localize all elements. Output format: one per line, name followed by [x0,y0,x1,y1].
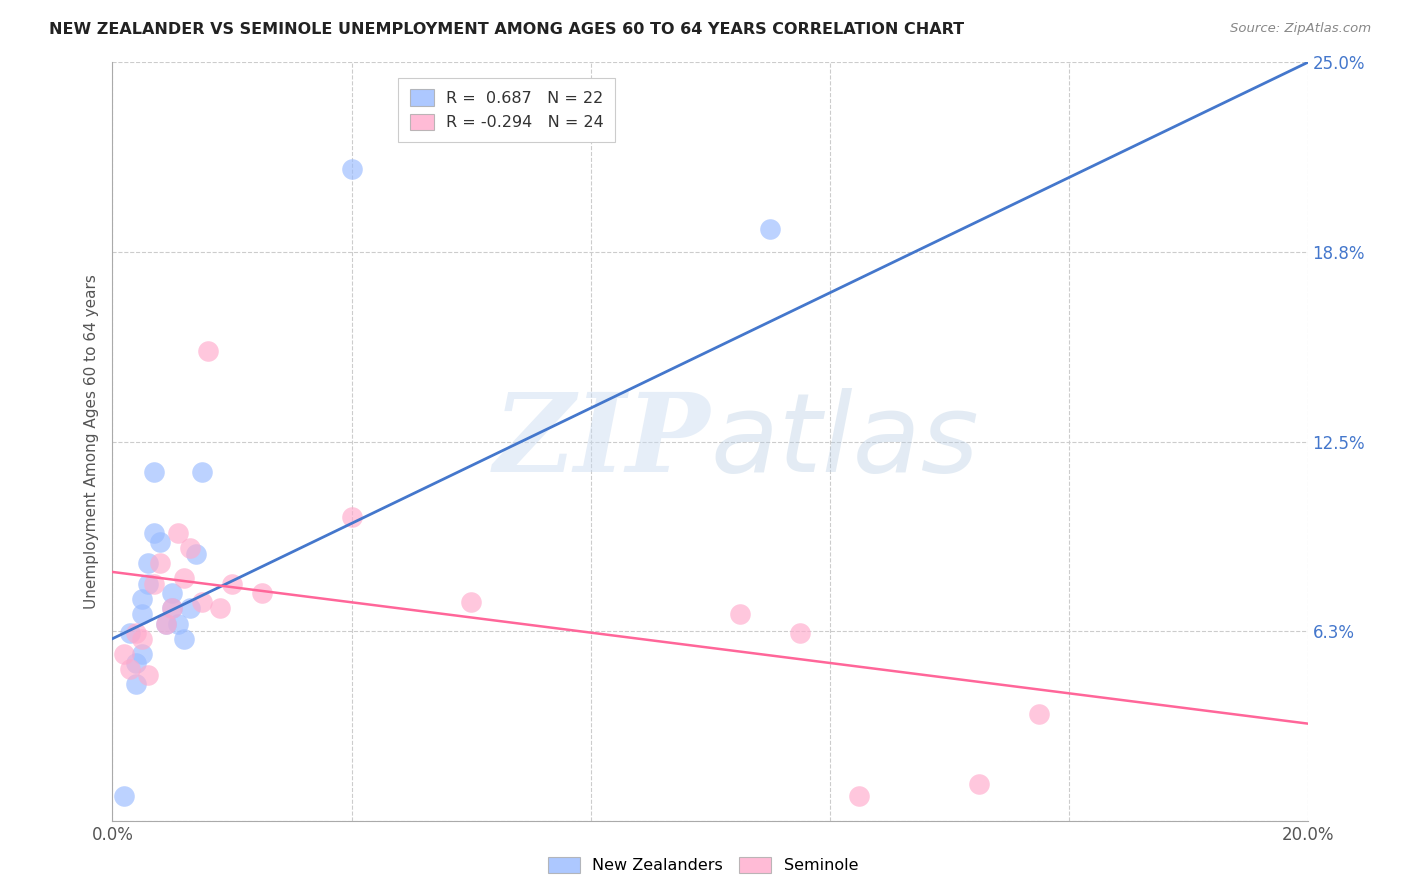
Point [155,616,177,631]
Text: NEW ZEALANDER VS SEMINOLE UNEMPLOYMENT AMONG AGES 60 TO 64 YEARS CORRELATION CHA: NEW ZEALANDER VS SEMINOLE UNEMPLOYMENT A… [49,22,965,37]
Point [191,595,214,609]
Point [143,525,166,540]
Point [131,647,153,661]
Point [221,577,243,591]
Point [155,616,177,631]
Legend: New Zealanders, Seminole: New Zealanders, Seminole [541,850,865,880]
Point [162,601,183,615]
Point [789,625,811,640]
Point [209,601,232,615]
Point [191,465,214,479]
Point [143,577,166,591]
Point [125,677,148,691]
Point [138,668,160,682]
Point [967,777,990,791]
Text: Source: ZipAtlas.com: Source: ZipAtlas.com [1230,22,1371,36]
Point [1028,707,1050,722]
Point [179,601,201,615]
Point [149,556,172,570]
Point [125,656,148,670]
Point [125,625,148,640]
Point [173,571,195,585]
Point [131,632,153,646]
Text: ZIP: ZIP [494,388,710,495]
Point [848,789,870,804]
Point [460,595,482,609]
Point [162,601,183,615]
Point [173,632,195,646]
Point [167,616,190,631]
Point [250,586,273,600]
Point [120,625,142,640]
Legend: R =  0.687   N = 22, R = -0.294   N = 24: R = 0.687 N = 22, R = -0.294 N = 24 [398,78,616,142]
Point [186,547,208,561]
Text: atlas: atlas [710,388,979,495]
Point [340,161,363,176]
Point [131,592,153,607]
Point [728,607,751,622]
Point [197,343,219,358]
Point [114,789,135,804]
Y-axis label: Unemployment Among Ages 60 to 64 years: Unemployment Among Ages 60 to 64 years [83,274,98,609]
Point [759,222,782,236]
Point [179,541,201,555]
Point [138,577,160,591]
Point [149,534,172,549]
Point [138,556,160,570]
Point [143,465,166,479]
Point [131,607,153,622]
Point [167,525,190,540]
Point [120,662,142,676]
Point [340,510,363,524]
Point [114,647,135,661]
Point [162,586,183,600]
